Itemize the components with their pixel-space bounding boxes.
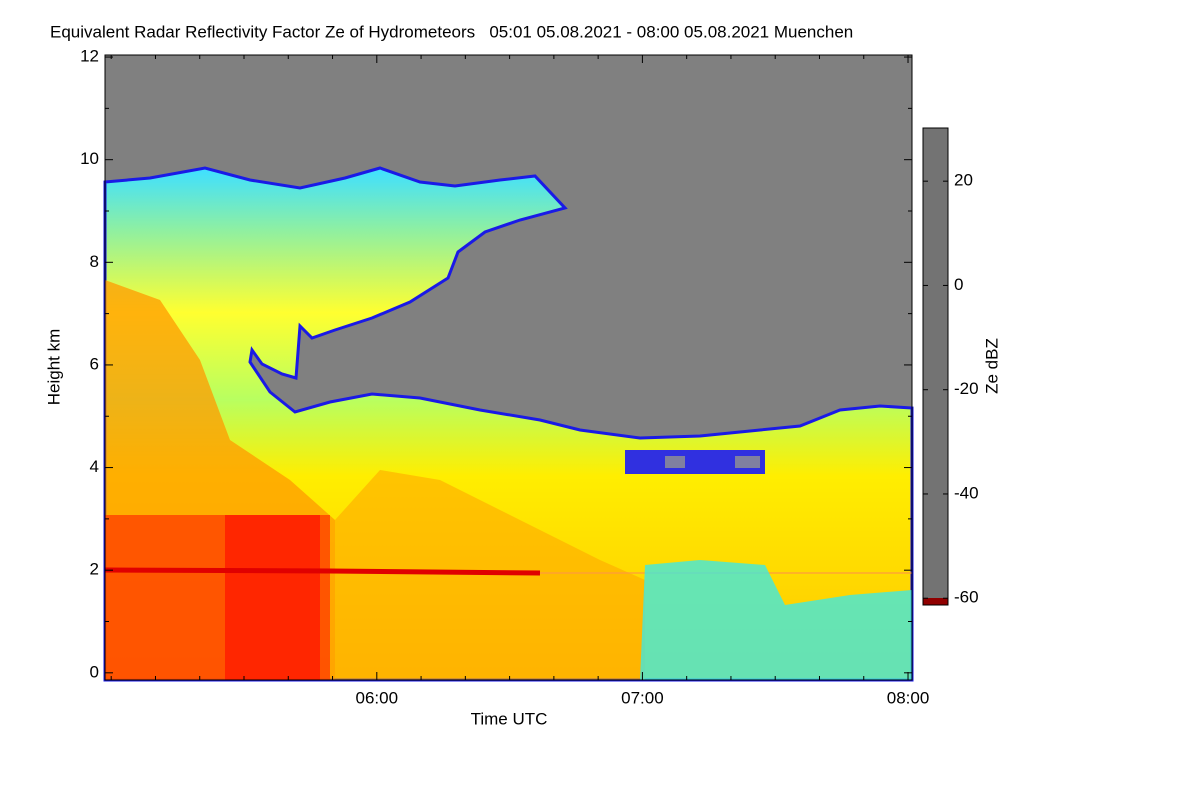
melting-layer	[104, 567, 541, 576]
colorbar-tick-label: -60	[954, 588, 979, 607]
y-axis-label: Height km	[44, 329, 63, 406]
colorbar-tick-label: 0	[954, 275, 963, 294]
axes	[105, 55, 912, 680]
x-tick-label: 07:00	[621, 688, 664, 707]
colorbar-tick-label: -20	[954, 379, 979, 398]
colorbar-label: Ze dBZ	[982, 338, 1001, 394]
weak-echo-gap	[735, 456, 760, 468]
cool-region	[640, 560, 912, 680]
colorbar	[922, 127, 949, 606]
colorbar-tick-label: -40	[954, 483, 979, 502]
y-tick-label: 12	[80, 47, 99, 66]
plot-frame	[104, 54, 913, 681]
y-tick-label: 4	[90, 457, 99, 476]
x-tick-label: 08:00	[887, 688, 930, 707]
y-tick-label: 6	[90, 354, 99, 373]
heatmap-field	[103, 55, 914, 682]
y-tick-label: 0	[90, 662, 99, 681]
y-tick-label: 8	[90, 252, 99, 271]
x-tick-label: 06:00	[356, 688, 399, 707]
colorbar-tick-label: 20	[954, 171, 973, 190]
chart-title: Equivalent Radar Reflectivity Factor Ze …	[50, 22, 853, 41]
x-axis-label: Time UTC	[471, 709, 548, 728]
weak-echo-gap	[665, 456, 685, 468]
y-tick-label: 10	[80, 149, 99, 168]
strong-echo-core	[225, 515, 320, 680]
y-tick-label: 2	[90, 560, 99, 579]
